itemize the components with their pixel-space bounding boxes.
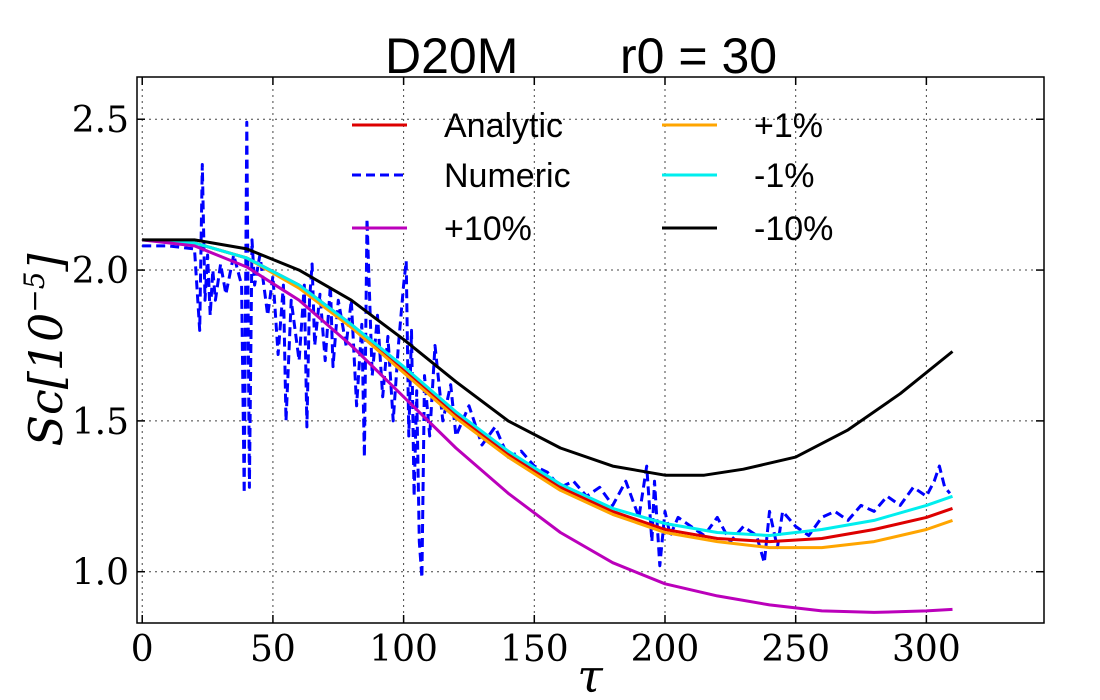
legend-label-minus1pct: -1% [754, 157, 814, 195]
x-tick-label: 50 [250, 629, 296, 670]
series-line-minus10pct [142, 238, 954, 477]
plot-frame [136, 76, 1045, 624]
y-tick-label: 2.0 [72, 251, 129, 292]
series-line-minus1pct [142, 238, 953, 537]
chart-title-left: D20M [385, 28, 518, 84]
svg-text:Sc[10−5]: Sc[10−5] [18, 253, 73, 446]
series-line-plus10pct [142, 238, 953, 614]
x-axis-label: τ [577, 649, 604, 700]
y-axis-label-exponent: −5 [18, 271, 51, 312]
y-tick-label: 1.0 [72, 553, 129, 594]
series-line-plus1pct [142, 238, 953, 550]
grid [137, 77, 1044, 623]
ticks: 0 50 100 150 200 250 300 1.0 1.5 2.0 2.5 [72, 77, 1044, 670]
series-line-numeric [142, 120, 952, 580]
y-axis-label: Sc[10−5] [18, 253, 73, 446]
x-tick-label: 300 [892, 629, 961, 670]
chart-title-right: r0 = 30 [620, 28, 777, 84]
x-tick-label: 150 [500, 629, 569, 670]
legend-label-analytic: Analytic [444, 107, 563, 145]
legend-label-minus10pct: -10% [754, 210, 833, 248]
x-tick-label: 0 [131, 629, 154, 670]
x-tick-label: 100 [369, 629, 438, 670]
x-tick-label: 250 [761, 629, 830, 670]
legend-label-numeric: Numeric [444, 157, 571, 195]
y-tick-label: 2.5 [72, 100, 129, 141]
x-tick-label: 200 [631, 629, 700, 670]
legend-label-plus1pct: +1% [754, 107, 823, 145]
legend-label-plus10pct: +10% [444, 210, 532, 248]
y-axis-label-main: Sc[10 [19, 313, 73, 447]
legend: Analytic +1% Numeric -1% +10% -10% [352, 107, 833, 248]
y-tick-label: 1.5 [72, 402, 129, 443]
y-axis-label-close: ] [19, 253, 73, 272]
series-group [142, 120, 954, 614]
